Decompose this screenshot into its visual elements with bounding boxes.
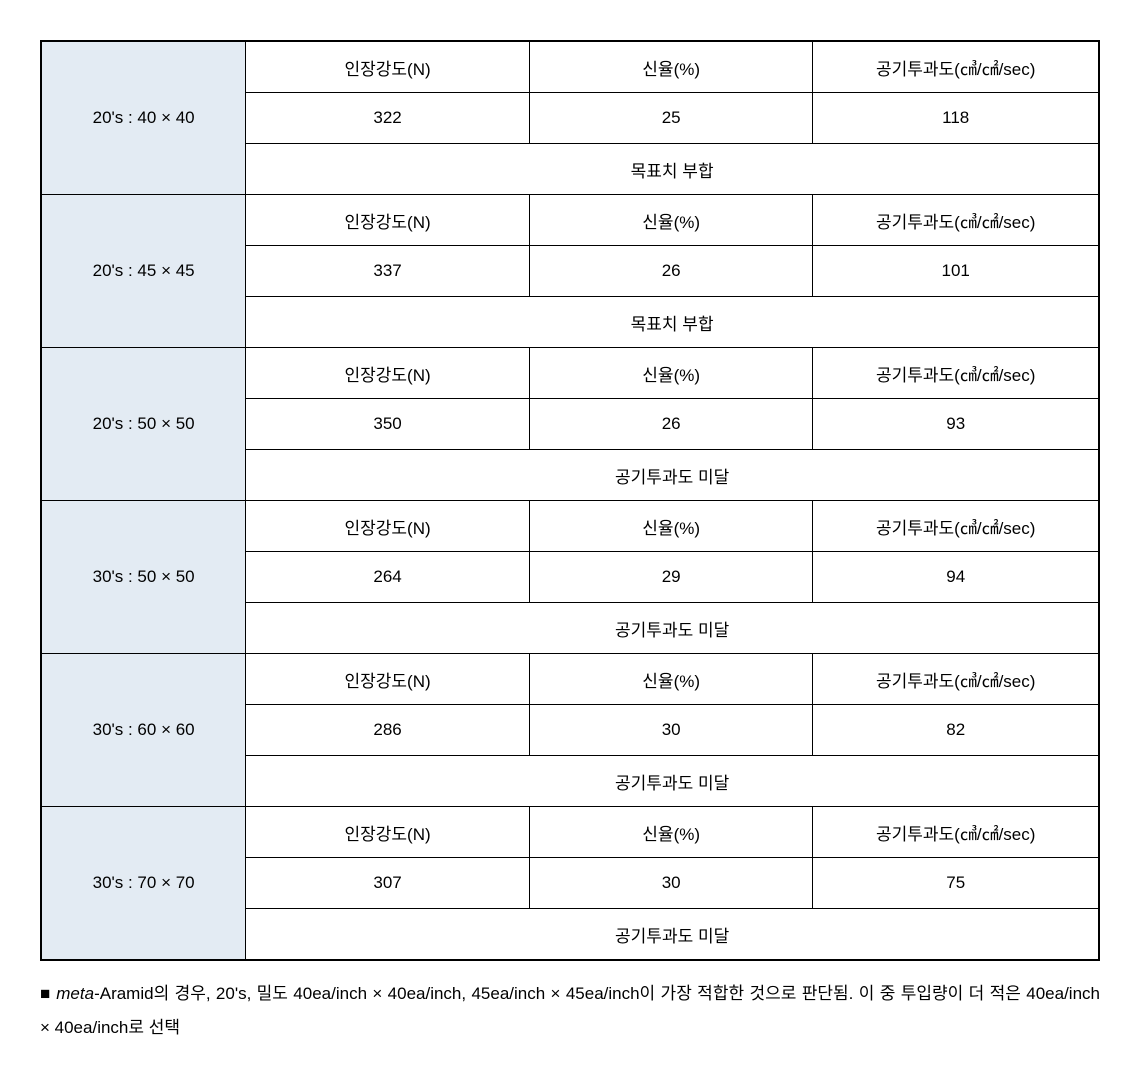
air-perm-label: 공기투과도(㎤/㎠/sec) [876, 672, 1035, 691]
row-label: 20's : 50 × 50 [41, 348, 246, 501]
elongation-value: 30 [529, 858, 813, 909]
air-perm-label: 공기투과도(㎤/㎠/sec) [876, 60, 1035, 79]
row-label: 20's : 45 × 45 [41, 195, 246, 348]
elongation-header: 신율(%) [529, 41, 813, 93]
tensile-value: 307 [246, 858, 530, 909]
air-perm-value: 75 [813, 858, 1099, 909]
elongation-header: 신율(%) [529, 195, 813, 246]
air-perm-value: 118 [813, 93, 1099, 144]
air-perm-header: 공기투과도(㎤/㎠/sec) [813, 195, 1099, 246]
conclusion-cell: 공기투과도 미달 [246, 603, 1099, 654]
tensile-value: 337 [246, 246, 530, 297]
elongation-value: 25 [529, 93, 813, 144]
conclusion-cell: 목표치 부합 [246, 144, 1099, 195]
conclusion-cell: 공기투과도 미달 [246, 756, 1099, 807]
tensile-header: 인장강도(N) [246, 807, 530, 858]
elongation-value: 26 [529, 399, 813, 450]
fabric-spec-table: 20's : 40 × 40인장강도(N)신율(%)공기투과도(㎤/㎠/sec)… [40, 40, 1100, 961]
air-perm-label: 공기투과도(㎤/㎠/sec) [876, 519, 1035, 538]
conclusion-cell: 공기투과도 미달 [246, 450, 1099, 501]
tensile-header: 인장강도(N) [246, 348, 530, 399]
tensile-value: 350 [246, 399, 530, 450]
tensile-header: 인장강도(N) [246, 654, 530, 705]
tensile-header: 인장강도(N) [246, 41, 530, 93]
elongation-header: 신율(%) [529, 654, 813, 705]
footnote-text: -Aramid의 경우, 20's, 밀도 40ea/inch × 40ea/i… [40, 984, 1100, 1037]
air-perm-label: 공기투과도(㎤/㎠/sec) [876, 366, 1035, 385]
tensile-value: 264 [246, 552, 530, 603]
footnote-italic: meta [56, 984, 94, 1003]
air-perm-header: 공기투과도(㎤/㎠/sec) [813, 654, 1099, 705]
air-perm-label: 공기투과도(㎤/㎠/sec) [876, 213, 1035, 232]
tensile-value: 322 [246, 93, 530, 144]
air-perm-label: 공기투과도(㎤/㎠/sec) [876, 825, 1035, 844]
conclusion-cell: 공기투과도 미달 [246, 909, 1099, 961]
row-label: 30's : 50 × 50 [41, 501, 246, 654]
air-perm-value: 82 [813, 705, 1099, 756]
elongation-header: 신율(%) [529, 348, 813, 399]
air-perm-value: 94 [813, 552, 1099, 603]
footnote-bullet: ■ [40, 984, 56, 1003]
tensile-header: 인장강도(N) [246, 501, 530, 552]
air-perm-header: 공기투과도(㎤/㎠/sec) [813, 501, 1099, 552]
conclusion-cell: 목표치 부합 [246, 297, 1099, 348]
elongation-value: 29 [529, 552, 813, 603]
row-label: 20's : 40 × 40 [41, 41, 246, 195]
air-perm-header: 공기투과도(㎤/㎠/sec) [813, 807, 1099, 858]
tensile-header: 인장강도(N) [246, 195, 530, 246]
row-label: 30's : 60 × 60 [41, 654, 246, 807]
air-perm-header: 공기투과도(㎤/㎠/sec) [813, 41, 1099, 93]
elongation-value: 30 [529, 705, 813, 756]
elongation-value: 26 [529, 246, 813, 297]
air-perm-value: 101 [813, 246, 1099, 297]
elongation-header: 신율(%) [529, 807, 813, 858]
air-perm-value: 93 [813, 399, 1099, 450]
elongation-header: 신율(%) [529, 501, 813, 552]
footnote-paragraph: ■ meta-Aramid의 경우, 20's, 밀도 40ea/inch × … [40, 977, 1100, 1045]
row-label: 30's : 70 × 70 [41, 807, 246, 961]
tensile-value: 286 [246, 705, 530, 756]
air-perm-header: 공기투과도(㎤/㎠/sec) [813, 348, 1099, 399]
